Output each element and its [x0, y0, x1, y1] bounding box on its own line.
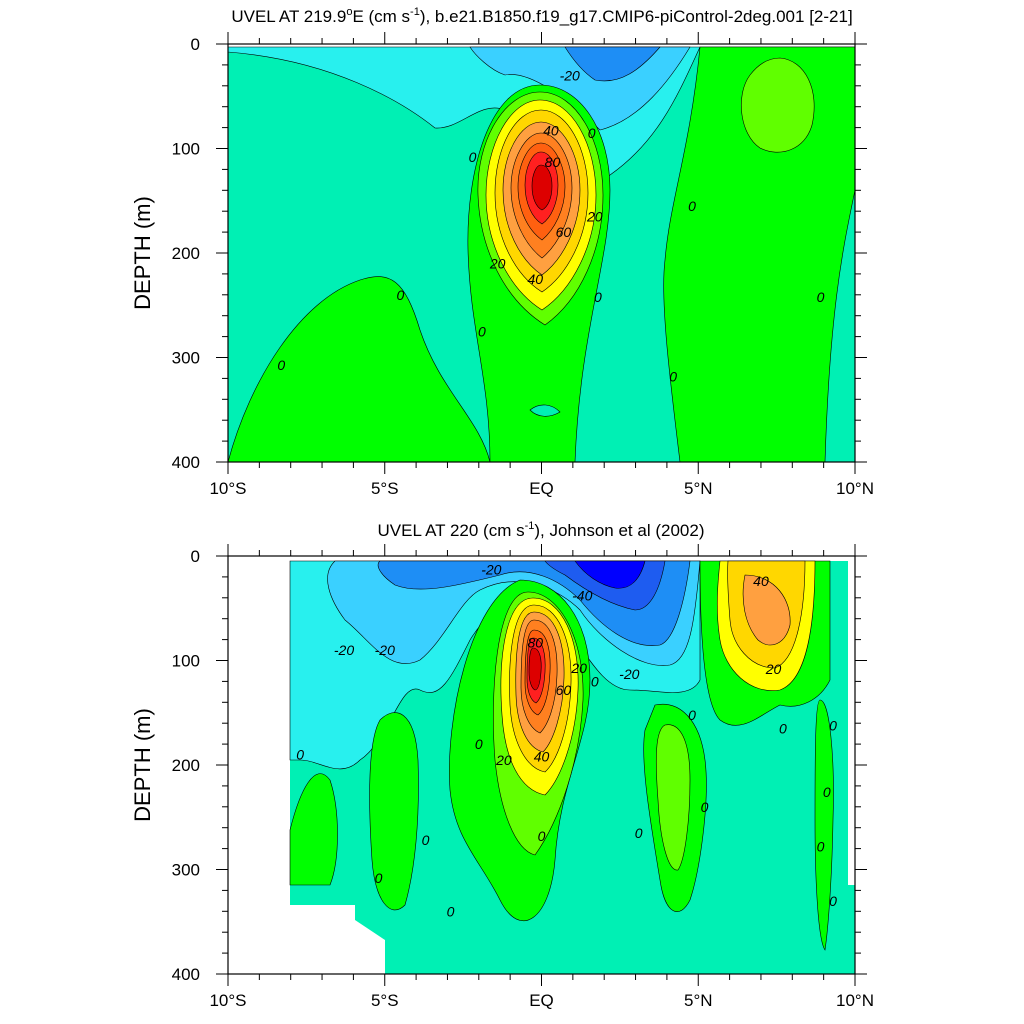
contour-label: 20 — [495, 752, 512, 768]
contour-label: 0 — [817, 839, 825, 855]
x-tick-label: 5°S — [371, 991, 399, 1010]
contour-label: 0 — [779, 720, 787, 736]
x-tick-label: 5°N — [684, 479, 713, 498]
contour-label: 0 — [375, 870, 383, 886]
y-tick-label: 200 — [172, 244, 200, 263]
contour-label: -20 — [375, 642, 395, 658]
contour-label: 20 — [489, 255, 506, 271]
contour-label: 80 — [545, 154, 561, 170]
panel-bottom: UVEL AT 220 (cm s-1), Johnson et al (200… — [130, 520, 874, 1010]
contour-label: 0 — [591, 673, 599, 689]
panel-top: UVEL AT 219.9oE (cm s-1), b.e21.B1850.f1… — [130, 6, 874, 498]
field-green-east — [663, 46, 856, 463]
field-green-southwest — [227, 276, 491, 463]
x-tick-label: EQ — [529, 991, 554, 1010]
panel-bottom-title: UVEL AT 220 (cm s-1), Johnson et al (200… — [378, 520, 705, 540]
contour-label: 0 — [817, 289, 825, 305]
contour-label: 60 — [556, 224, 572, 240]
x-tick-label: 10°N — [836, 991, 874, 1010]
x-tick-label: 5°N — [684, 991, 713, 1010]
y-tick-label: 200 — [172, 756, 200, 775]
panel-top-ylabel: DEPTH (m) — [130, 196, 155, 310]
y-tick-label: 300 — [172, 861, 200, 880]
contour-label: 80 — [527, 635, 543, 651]
field-ne-40 — [742, 574, 791, 646]
contour-label: -40 — [572, 588, 592, 604]
contour-label: 0 — [588, 125, 596, 141]
contour-label: 0 — [829, 717, 837, 733]
field-westward-core2 — [564, 46, 661, 82]
panel-bottom-ylabel: DEPTH (m) — [130, 708, 155, 822]
y-tick-label: 0 — [191, 547, 200, 566]
contour-label: -20 — [560, 67, 580, 83]
contour-label: 40 — [534, 749, 550, 765]
panel-top-contour-labels: -20 0 40 80 60 20 0 20 40 0 0 0 0 0 0 0 — [277, 67, 824, 384]
contour-label: 0 — [594, 289, 602, 305]
contour-label: -20 — [619, 666, 639, 682]
contour-label: 0 — [296, 747, 304, 763]
contour-label: 60 — [556, 682, 572, 698]
field-westward-obs-5 — [574, 560, 646, 589]
contour-label: 0 — [422, 832, 430, 848]
y-tick-label: 100 — [172, 140, 200, 159]
field-lens-bottom — [529, 404, 561, 417]
x-tick-label: 10°N — [836, 479, 874, 498]
field-green-east2-obs — [655, 724, 691, 871]
euc-level-80 — [531, 164, 553, 211]
field-green-mid-west-obs — [369, 712, 419, 911]
panel-top-plot: -20 0 40 80 60 20 0 20 40 0 0 0 0 0 0 0 — [227, 43, 856, 463]
field-green-west-obs — [289, 773, 338, 886]
contour-label: 0 — [277, 357, 285, 373]
y-tick-label: 400 — [172, 965, 200, 984]
x-tick-label: 10°S — [209, 991, 246, 1010]
euc-obs-80 — [528, 647, 542, 691]
contour-label: 0 — [829, 893, 837, 909]
y-tick-label: 300 — [172, 349, 200, 368]
contour-label: 0 — [447, 903, 455, 919]
contour-label: 20 — [570, 660, 587, 676]
contour-label: 0 — [635, 825, 643, 841]
contour-label: 20 — [586, 208, 603, 224]
contour-label: 0 — [669, 368, 677, 384]
field-strip-east-obs — [814, 699, 834, 951]
x-tick-label: 5°S — [371, 479, 399, 498]
contour-label: -20 — [334, 642, 354, 658]
y-tick-label: 400 — [172, 453, 200, 472]
field-green-east-core — [740, 57, 815, 153]
contour-label: 40 — [543, 123, 559, 139]
contour-label: 0 — [475, 736, 483, 752]
y-tick-label: 100 — [172, 652, 200, 671]
contour-label: -20 — [481, 562, 501, 578]
contour-label: 40 — [527, 271, 543, 287]
contour-label: 0 — [701, 799, 709, 815]
contour-label: 0 — [823, 784, 831, 800]
panel-top-title: UVEL AT 219.9oE (cm s-1), b.e21.B1850.f1… — [231, 6, 852, 26]
contour-label: 0 — [688, 198, 696, 214]
contour-label: 0 — [538, 828, 546, 844]
contour-label: 20 — [765, 661, 782, 677]
contour-label: 0 — [478, 323, 486, 339]
contour-label: 0 — [469, 149, 477, 165]
x-tick-label: 10°S — [209, 479, 246, 498]
contour-label: 40 — [753, 573, 769, 589]
x-tick-label: EQ — [529, 479, 554, 498]
y-tick-label: 0 — [191, 35, 200, 54]
contour-label: 0 — [397, 287, 405, 303]
contour-label: 0 — [688, 707, 696, 723]
